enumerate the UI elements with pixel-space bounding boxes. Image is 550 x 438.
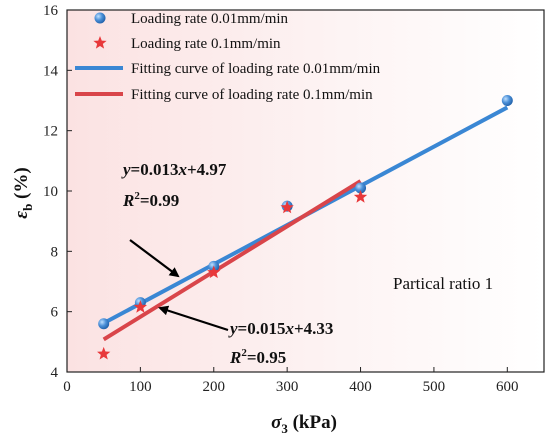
x-tick-label: 400 [349, 379, 372, 395]
fit-line-2 [102, 179, 362, 342]
y-tick-label: 14 [43, 63, 59, 79]
data-point-star [97, 346, 111, 360]
x-tick-label: 500 [423, 379, 446, 395]
data-point-circle [355, 182, 367, 194]
legend-label: Fitting curve of loading rate 0.01mm/min [131, 61, 381, 77]
x-axis-title: σ3 (kPa) [271, 412, 337, 436]
particle-ratio-note: Partical ratio 1 [393, 274, 493, 293]
r-squared-1: R2=0.99 [122, 190, 179, 210]
legend-label: Loading rate 0.1mm/min [131, 36, 281, 52]
legend-label: Loading rate 0.01mm/min [131, 11, 289, 27]
data-point-star [133, 300, 148, 313]
equation-1: y=0.013x+4.97 [121, 160, 227, 179]
y-tick-label: 6 [51, 305, 59, 321]
x-tick-label: 0 [63, 379, 71, 395]
data-point-circle [98, 318, 110, 330]
r-squared-2: R2=0.95 [229, 347, 286, 367]
legend-marker-circle [94, 12, 106, 24]
y-axis-title: εb (%) [11, 167, 35, 218]
data-point-star [280, 200, 294, 214]
legend-marker-star [93, 36, 107, 49]
x-tick-label: 300 [276, 379, 299, 395]
y-tick-label: 10 [43, 184, 58, 200]
x-tick-label: 200 [203, 379, 226, 395]
arrow-1 [129, 239, 180, 278]
data-point-circle [501, 95, 513, 106]
y-tick-label: 4 [51, 365, 59, 381]
equation-2: y=0.015x+4.33 [228, 319, 333, 338]
data-point-star [207, 265, 221, 279]
data-point-star [353, 190, 368, 203]
legend-label: Fitting curve of loading rate 0.1mm/min [131, 87, 373, 103]
y-tick-label: 16 [43, 3, 59, 19]
y-tick-label: 12 [43, 124, 58, 140]
arrow-2 [158, 305, 229, 332]
x-tick-label: 100 [129, 379, 152, 395]
y-tick-label: 8 [51, 244, 59, 260]
x-tick-label: 600 [496, 379, 519, 395]
